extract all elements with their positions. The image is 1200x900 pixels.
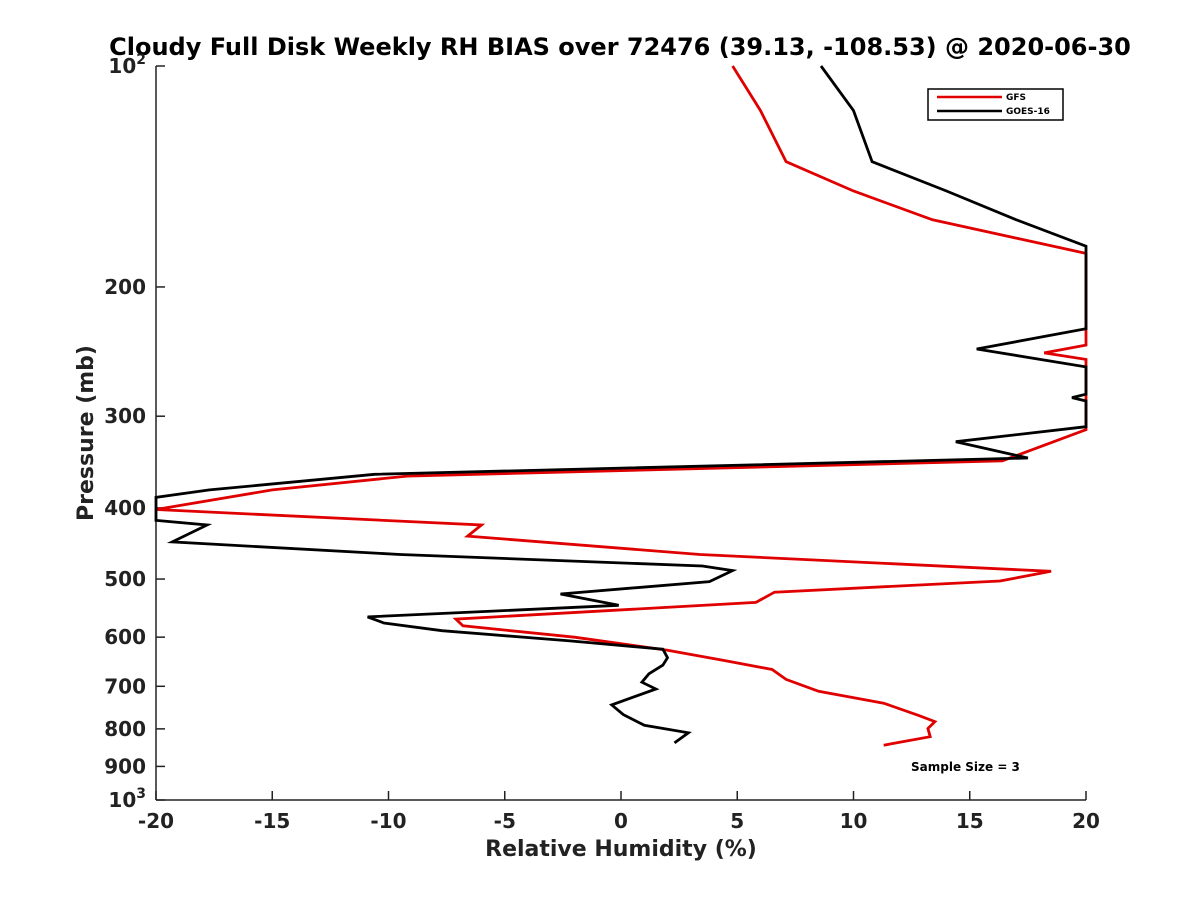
y-tick-label-power: 103 [108, 786, 146, 812]
y-ticks: 200 300 400 500 600 700 800 900 102 103 [104, 52, 165, 812]
x-tick-label: 5 [730, 809, 744, 833]
x-tick-label: 20 [1072, 809, 1100, 833]
x-tick-label: 10 [840, 809, 868, 833]
series-lines [154, 65, 1088, 747]
legend-entry-goes16: GOES-16 [1006, 107, 1050, 117]
legend-entry-gfs: GFS [1006, 93, 1026, 103]
x-tick-label: -20 [138, 809, 174, 833]
x-tick-label: -5 [494, 809, 516, 833]
y-tick-label: 500 [104, 567, 146, 591]
x-axis-label: Relative Humidity (%) [485, 837, 757, 862]
x-tick-label: -15 [254, 809, 290, 833]
x-tick-label: -10 [370, 809, 406, 833]
y-tick-label: 400 [104, 496, 146, 520]
y-tick-label: 300 [104, 404, 146, 428]
chart-title: Cloudy Full Disk Weekly RH BIAS over 724… [109, 33, 1131, 61]
plot-area [155, 66, 1086, 801]
y-tick-label-power: 102 [108, 52, 146, 78]
legend: GFS GOES-16 [927, 88, 1064, 121]
x-tick-label: 0 [614, 809, 628, 833]
y-tick-label: 800 [104, 717, 146, 741]
y-axis-label: Pressure (mb) [74, 345, 99, 521]
x-tick-label: 15 [956, 809, 984, 833]
y-tick-label: 700 [104, 674, 146, 698]
y-tick-label: 600 [104, 625, 146, 649]
sample-size-note: Sample Size = 3 [911, 760, 1020, 774]
y-tick-label: 900 [104, 754, 146, 778]
x-ticks: -20 -15 -10 -5 0 5 10 15 20 [138, 791, 1100, 833]
series-line-goes16 [154, 65, 1088, 745]
series-line-gfs [155, 65, 1088, 747]
legend-box [927, 88, 1064, 121]
y-tick-label: 200 [104, 275, 146, 299]
